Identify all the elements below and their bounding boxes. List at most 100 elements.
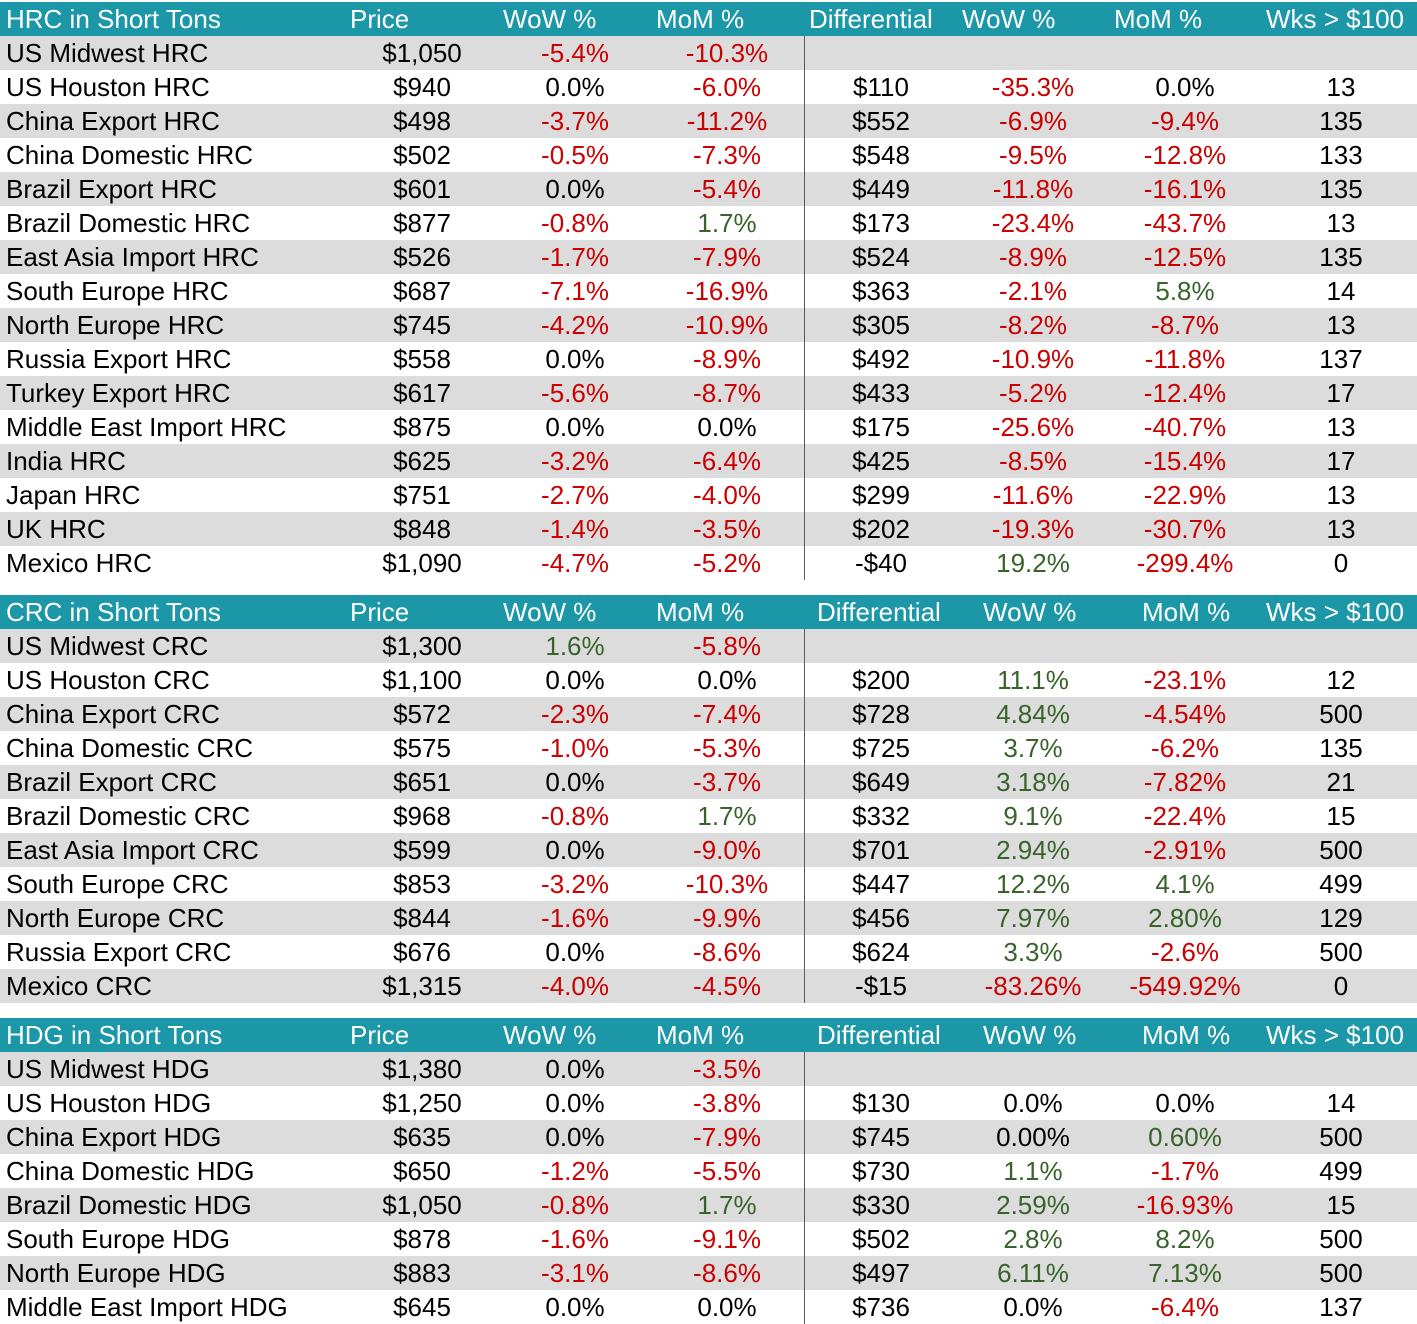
hdg-table-row: US Midwest HDG $1,380 0.0% -3.5% bbox=[0, 1052, 1417, 1086]
crc-table-row: China Export CRC $572 -2.3% -7.4% $728 4.84% -… bbox=[0, 697, 1417, 731]
crc-cell-weeks-over-100: 500 bbox=[1319, 937, 1363, 967]
hrc-cell-price-wow: -1.7% bbox=[541, 242, 609, 272]
hrc-cell-diff-wow: -8.5% bbox=[999, 446, 1067, 476]
hrc-cell-price: $940 bbox=[393, 72, 451, 102]
hrc-cell-differential: $299 bbox=[852, 480, 910, 510]
crc-column-divider bbox=[804, 629, 805, 1003]
hrc-cell-diff-mom: -12.8% bbox=[1143, 140, 1227, 170]
hdg-cell-price: $1,050 bbox=[382, 1190, 462, 1220]
hdg-cell-diff-wow: 1.1% bbox=[1003, 1156, 1063, 1186]
crc-cell-price-wow: 0.0% bbox=[545, 835, 605, 865]
crc-cell-diff-mom bbox=[1110, 629, 1260, 663]
hrc-table-row: Russia Export HRC $558 0.0% -8.9% $492 -10.9%… bbox=[0, 342, 1417, 376]
hrc-header-diff-mom: MoM % bbox=[1114, 4, 1203, 34]
hrc-cell-price: $875 bbox=[393, 412, 451, 442]
hrc-cell-price-mom: -10.3% bbox=[685, 38, 769, 68]
hrc-table-row: Japan HRC $751 -2.7% -4.0% $299 -11.6% -22.9% 1… bbox=[0, 478, 1417, 512]
crc-cell-product-name: Brazil Domestic CRC bbox=[6, 801, 251, 831]
hrc-cell-price-mom: -8.7% bbox=[693, 378, 761, 408]
hdg-cell-weeks-over-100: 137 bbox=[1319, 1292, 1363, 1322]
hdg-cell-price-mom: 0.0% bbox=[697, 1292, 757, 1322]
crc-cell-product-name: North Europe CRC bbox=[6, 903, 225, 933]
hrc-cell-diff-wow: -10.9% bbox=[991, 344, 1075, 374]
hdg-table-row: Middle East Import HDG $645 0.0% 0.0% $736 0.… bbox=[0, 1290, 1417, 1324]
hrc-table-row: Turkey Export HRC $617 -5.6% -8.7% $433 -5.2%… bbox=[0, 376, 1417, 410]
crc-cell-price-wow: -1.6% bbox=[541, 903, 609, 933]
crc-cell-diff-wow bbox=[958, 629, 1108, 663]
crc-price-table: CRC in Short Tons Price WoW % MoM % Differen… bbox=[0, 595, 1417, 1003]
crc-cell-diff-mom: 4.1% bbox=[1155, 869, 1215, 899]
crc-header-diff-wow: WoW % bbox=[983, 597, 1077, 627]
hrc-table-row: China Export HRC $498 -3.7% -11.2% $552 -6.9%… bbox=[0, 104, 1417, 138]
hrc-cell-price-mom: -4.0% bbox=[693, 480, 761, 510]
hrc-cell-weeks-over-100: 137 bbox=[1319, 344, 1363, 374]
crc-cell-diff-wow: 4.84% bbox=[996, 699, 1070, 729]
crc-cell-diff-mom: -2.6% bbox=[1151, 937, 1219, 967]
hdg-cell-diff-mom: -16.93% bbox=[1136, 1190, 1234, 1220]
hdg-header-product-name: HDG in Short Tons bbox=[6, 1020, 223, 1050]
hrc-cell-diff-wow: -8.9% bbox=[999, 242, 1067, 272]
hdg-table-row: China Export HDG $635 0.0% -7.9% $745 0.00% 0.… bbox=[0, 1120, 1417, 1154]
hrc-cell-differential: -$40 bbox=[854, 548, 908, 578]
hdg-cell-weeks-over-100: 500 bbox=[1319, 1258, 1363, 1288]
crc-cell-price-mom: -9.0% bbox=[693, 835, 761, 865]
hrc-cell-weeks-over-100: 14 bbox=[1326, 276, 1356, 306]
hrc-cell-weeks-over-100: 0 bbox=[1333, 548, 1349, 578]
hdg-cell-price-wow: 0.0% bbox=[545, 1088, 605, 1118]
hdg-cell-diff-mom: 7.13% bbox=[1148, 1258, 1222, 1288]
crc-cell-price-mom: 1.7% bbox=[697, 801, 757, 831]
crc-cell-weeks-over-100: 15 bbox=[1326, 801, 1356, 831]
hdg-cell-differential: $330 bbox=[852, 1190, 910, 1220]
crc-cell-diff-wow: 3.7% bbox=[1003, 733, 1063, 763]
crc-cell-diff-wow: 11.1% bbox=[997, 665, 1069, 695]
hdg-cell-price: $883 bbox=[393, 1258, 451, 1288]
crc-cell-diff-mom: -4.54% bbox=[1143, 699, 1227, 729]
hdg-cell-diff-mom: 0.0% bbox=[1155, 1088, 1215, 1118]
crc-header-row: CRC in Short Tons Price WoW % MoM % Differen… bbox=[0, 595, 1417, 629]
crc-header-differential: Differential bbox=[817, 597, 941, 627]
hdg-cell-differential: $502 bbox=[852, 1224, 910, 1254]
hdg-cell-price-wow: -3.1% bbox=[541, 1258, 609, 1288]
crc-cell-weeks-over-100: 21 bbox=[1326, 767, 1356, 797]
hrc-cell-price: $526 bbox=[393, 242, 451, 272]
hrc-cell-differential: $175 bbox=[852, 412, 910, 442]
hrc-cell-diff-wow: -9.5% bbox=[999, 140, 1067, 170]
crc-cell-price: $676 bbox=[393, 937, 451, 967]
hrc-cell-price-mom: -16.9% bbox=[685, 276, 769, 306]
hrc-header-diff-wow: WoW % bbox=[962, 4, 1056, 34]
hrc-cell-differential: $363 bbox=[852, 276, 910, 306]
crc-cell-diff-mom: -22.4% bbox=[1143, 801, 1227, 831]
crc-cell-price: $853 bbox=[393, 869, 451, 899]
hrc-cell-product-name: Russia Export HRC bbox=[6, 344, 232, 374]
crc-cell-diff-wow: 7.97% bbox=[996, 903, 1070, 933]
hrc-cell-diff-mom: -8.7% bbox=[1151, 310, 1219, 340]
hrc-cell-product-name: US Houston HRC bbox=[6, 72, 210, 102]
hdg-cell-price: $635 bbox=[393, 1122, 451, 1152]
hrc-cell-diff-wow: -19.3% bbox=[991, 514, 1075, 544]
hrc-cell-diff-wow: -35.3% bbox=[991, 72, 1075, 102]
crc-cell-diff-mom: -2.91% bbox=[1143, 835, 1227, 865]
hdg-table-row: South Europe HDG $878 -1.6% -9.1% $502 2.8% 8.… bbox=[0, 1222, 1417, 1256]
hrc-cell-diff-mom: -16.1% bbox=[1143, 174, 1227, 204]
crc-cell-diff-wow: 2.94% bbox=[996, 835, 1070, 865]
hdg-cell-diff-wow: 0.0% bbox=[1003, 1292, 1063, 1322]
crc-cell-price-wow: -0.8% bbox=[541, 801, 609, 831]
hrc-cell-price-mom: -8.9% bbox=[693, 344, 761, 374]
hrc-cell-product-name: Turkey Export HRC bbox=[6, 378, 231, 408]
crc-cell-product-name: Brazil Export CRC bbox=[6, 767, 217, 797]
hrc-cell-diff-wow: 19.2% bbox=[996, 548, 1070, 578]
hrc-header-product-name: HRC in Short Tons bbox=[6, 4, 221, 34]
crc-cell-differential: $701 bbox=[852, 835, 910, 865]
hdg-cell-weeks-over-100: 500 bbox=[1319, 1224, 1363, 1254]
hrc-cell-price-mom: -10.9% bbox=[685, 310, 769, 340]
crc-cell-differential bbox=[806, 629, 956, 663]
crc-cell-price: $572 bbox=[393, 699, 451, 729]
hdg-cell-weeks-over-100: 499 bbox=[1319, 1156, 1363, 1186]
hrc-table-row: Brazil Export HRC $601 0.0% -5.4% $449 -11.8%… bbox=[0, 172, 1417, 206]
crc-cell-differential: $200 bbox=[852, 665, 910, 695]
hdg-header-diff-wow: WoW % bbox=[983, 1020, 1077, 1050]
hdg-cell-weeks-over-100: 500 bbox=[1319, 1122, 1363, 1152]
crc-cell-price: $844 bbox=[393, 903, 451, 933]
crc-cell-differential: -$15 bbox=[854, 971, 908, 1001]
hrc-cell-diff-wow: -2.1% bbox=[999, 276, 1067, 306]
